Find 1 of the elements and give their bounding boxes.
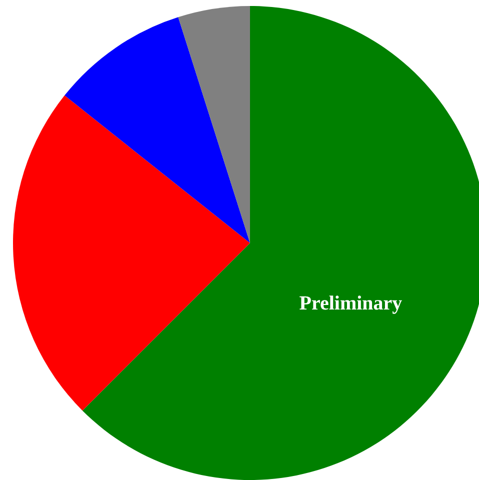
slice-label: Preliminary xyxy=(299,292,402,314)
